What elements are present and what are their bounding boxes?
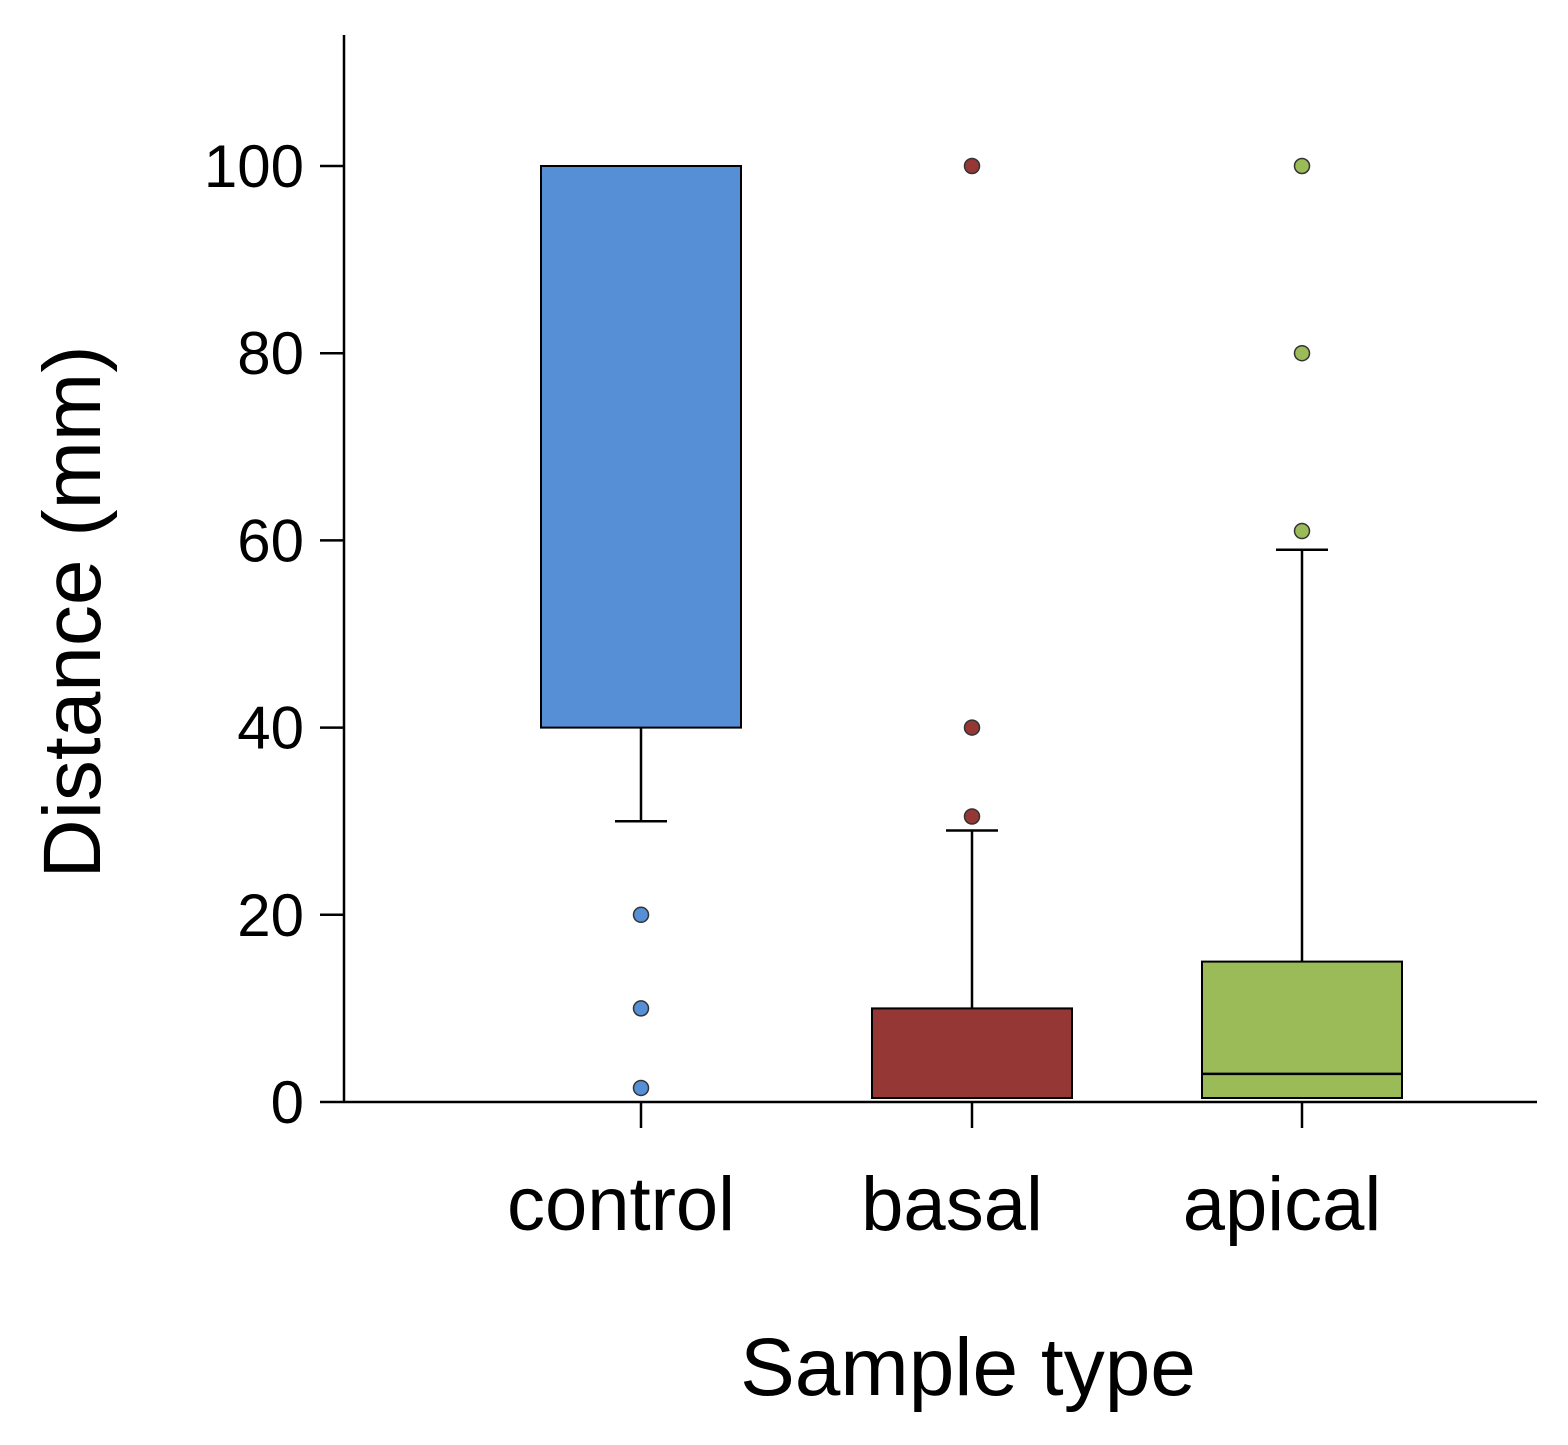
y-tick-label: 100	[204, 133, 304, 200]
box-control	[540, 165, 742, 729]
box-group-basal	[871, 157, 1073, 1100]
y-tick-label: 80	[237, 320, 304, 387]
x-tick-label-basal: basal	[861, 1162, 1043, 1247]
outlier-point	[632, 1079, 650, 1097]
y-tick-label: 20	[237, 882, 304, 949]
box-group-control	[540, 165, 742, 1097]
box-group-apical	[1201, 157, 1403, 1099]
box-basal	[871, 1007, 1073, 1100]
x-ticks: control basal apical	[507, 1102, 1381, 1247]
y-ticks: 0 20 40 60 80 100	[204, 133, 344, 1136]
x-tick-label-control: control	[507, 1162, 735, 1247]
outlier-point	[632, 1000, 650, 1017]
axes-layer	[342, 35, 1537, 1104]
x-axis-title: Sample type	[740, 1322, 1196, 1413]
outlier-point	[1293, 157, 1311, 175]
y-tick-label: 40	[237, 695, 304, 762]
outlier-point	[632, 906, 650, 924]
outlier-point	[963, 719, 981, 736]
outlier-point	[963, 808, 981, 825]
boxes-layer	[540, 157, 1403, 1100]
outlier-point	[1293, 344, 1311, 362]
box-apical	[1201, 960, 1403, 1099]
outlier-point	[963, 157, 981, 175]
y-tick-label: 60	[237, 507, 304, 574]
outlier-point	[1293, 522, 1311, 540]
x-tick-label-apical: apical	[1183, 1162, 1382, 1247]
y-tick-label: 0	[271, 1069, 304, 1136]
y-axis-title: Distance (mm)	[27, 345, 118, 878]
